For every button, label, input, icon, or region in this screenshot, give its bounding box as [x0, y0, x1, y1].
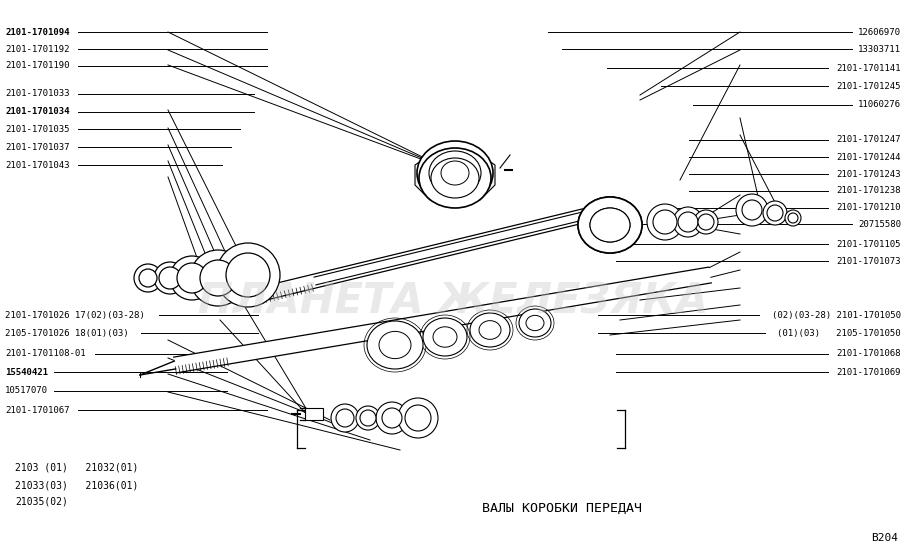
- Ellipse shape: [216, 243, 280, 307]
- Text: 2101-1701067: 2101-1701067: [5, 406, 70, 415]
- Polygon shape: [415, 155, 495, 200]
- Ellipse shape: [519, 309, 551, 337]
- Ellipse shape: [190, 250, 246, 306]
- Ellipse shape: [578, 197, 642, 253]
- Ellipse shape: [479, 321, 501, 339]
- Text: 2101-1701034: 2101-1701034: [5, 107, 70, 116]
- Ellipse shape: [139, 269, 157, 287]
- Bar: [305, 408, 323, 420]
- Ellipse shape: [441, 161, 469, 185]
- Ellipse shape: [417, 141, 493, 205]
- Text: 12606970: 12606970: [858, 28, 901, 37]
- Ellipse shape: [226, 253, 270, 297]
- Ellipse shape: [590, 208, 630, 242]
- Ellipse shape: [590, 208, 630, 242]
- Ellipse shape: [763, 201, 787, 225]
- Text: 2101-1701068: 2101-1701068: [836, 349, 901, 358]
- Text: 2105-1701026 18(01)(03): 2105-1701026 18(01)(03): [5, 329, 129, 338]
- Ellipse shape: [647, 204, 683, 240]
- Ellipse shape: [653, 210, 677, 234]
- Ellipse shape: [742, 200, 762, 220]
- Ellipse shape: [767, 205, 783, 221]
- Text: 2101-1701245: 2101-1701245: [836, 82, 901, 91]
- Text: 2101-1701043: 2101-1701043: [5, 161, 70, 170]
- Text: 2101-1701192: 2101-1701192: [5, 45, 70, 54]
- Ellipse shape: [788, 213, 798, 223]
- Text: 2101-1701035: 2101-1701035: [5, 125, 70, 134]
- Ellipse shape: [398, 398, 438, 438]
- Text: 2101-1701033: 2101-1701033: [5, 89, 70, 98]
- Text: 2101-1701190: 2101-1701190: [5, 61, 70, 70]
- Text: 2101-1701247: 2101-1701247: [836, 135, 901, 144]
- Ellipse shape: [694, 210, 718, 234]
- Ellipse shape: [382, 408, 402, 428]
- Ellipse shape: [423, 318, 467, 356]
- Ellipse shape: [154, 262, 186, 294]
- Text: 10517070: 10517070: [5, 386, 48, 395]
- Ellipse shape: [356, 406, 380, 430]
- Text: В204: В204: [871, 533, 898, 543]
- Ellipse shape: [578, 197, 642, 253]
- Text: 2101-1701244: 2101-1701244: [836, 153, 901, 162]
- Text: 21035(02): 21035(02): [15, 497, 68, 507]
- Text: 2101-1701210: 2101-1701210: [836, 203, 901, 212]
- Ellipse shape: [419, 148, 491, 208]
- Ellipse shape: [379, 331, 411, 359]
- Text: 2101-1701141: 2101-1701141: [836, 64, 901, 73]
- Text: 2103 (01)   21032(01): 2103 (01) 21032(01): [15, 463, 139, 473]
- Ellipse shape: [785, 210, 801, 226]
- Ellipse shape: [698, 214, 714, 230]
- Ellipse shape: [431, 158, 479, 198]
- Text: 13303711: 13303711: [858, 45, 901, 54]
- Ellipse shape: [336, 409, 354, 427]
- Ellipse shape: [678, 212, 698, 232]
- Polygon shape: [244, 208, 589, 305]
- Text: 2101-1701243: 2101-1701243: [836, 170, 901, 179]
- Text: 2101-1701094: 2101-1701094: [5, 28, 70, 37]
- Text: 2101-1701238: 2101-1701238: [836, 186, 901, 195]
- Bar: [595, 212, 625, 238]
- Ellipse shape: [433, 327, 457, 347]
- Ellipse shape: [360, 410, 376, 426]
- Text: ВАЛЫ КОРОБКИ ПЕРЕДАЧ: ВАЛЫ КОРОБКИ ПЕРЕДАЧ: [482, 502, 641, 514]
- Ellipse shape: [367, 321, 423, 369]
- Ellipse shape: [673, 207, 703, 237]
- Text: (02)(03-28) 2101-1701050: (02)(03-28) 2101-1701050: [772, 311, 901, 320]
- Ellipse shape: [170, 256, 214, 300]
- Polygon shape: [174, 267, 711, 373]
- Text: 21033(03)   21036(01): 21033(03) 21036(01): [15, 480, 139, 490]
- Ellipse shape: [200, 260, 236, 296]
- Ellipse shape: [526, 315, 544, 331]
- Ellipse shape: [376, 402, 408, 434]
- Ellipse shape: [159, 267, 181, 289]
- Ellipse shape: [177, 263, 207, 293]
- Ellipse shape: [331, 404, 359, 432]
- Text: 15540421: 15540421: [5, 368, 48, 377]
- Text: 20715580: 20715580: [858, 220, 901, 229]
- Text: 2101-1701073: 2101-1701073: [836, 257, 901, 266]
- Text: 2101-1701105: 2101-1701105: [836, 240, 901, 249]
- Text: 2101-1701069: 2101-1701069: [836, 368, 901, 377]
- Text: (01)(03)   2105-1701050: (01)(03) 2105-1701050: [777, 329, 901, 338]
- Text: 2101-1701108-01: 2101-1701108-01: [5, 349, 86, 358]
- Ellipse shape: [470, 313, 510, 347]
- Ellipse shape: [134, 264, 162, 292]
- Text: 2101-1701026 17(02)(03-28): 2101-1701026 17(02)(03-28): [5, 311, 145, 320]
- Ellipse shape: [405, 405, 431, 431]
- Text: 2101-1701037: 2101-1701037: [5, 143, 70, 152]
- Ellipse shape: [736, 194, 768, 226]
- Text: 11060276: 11060276: [858, 100, 901, 109]
- Ellipse shape: [429, 151, 481, 195]
- Text: ПЛАНЕТА ЖЕЛЕЗЯКА: ПЛАНЕТА ЖЕЛЕЗЯКА: [198, 280, 708, 323]
